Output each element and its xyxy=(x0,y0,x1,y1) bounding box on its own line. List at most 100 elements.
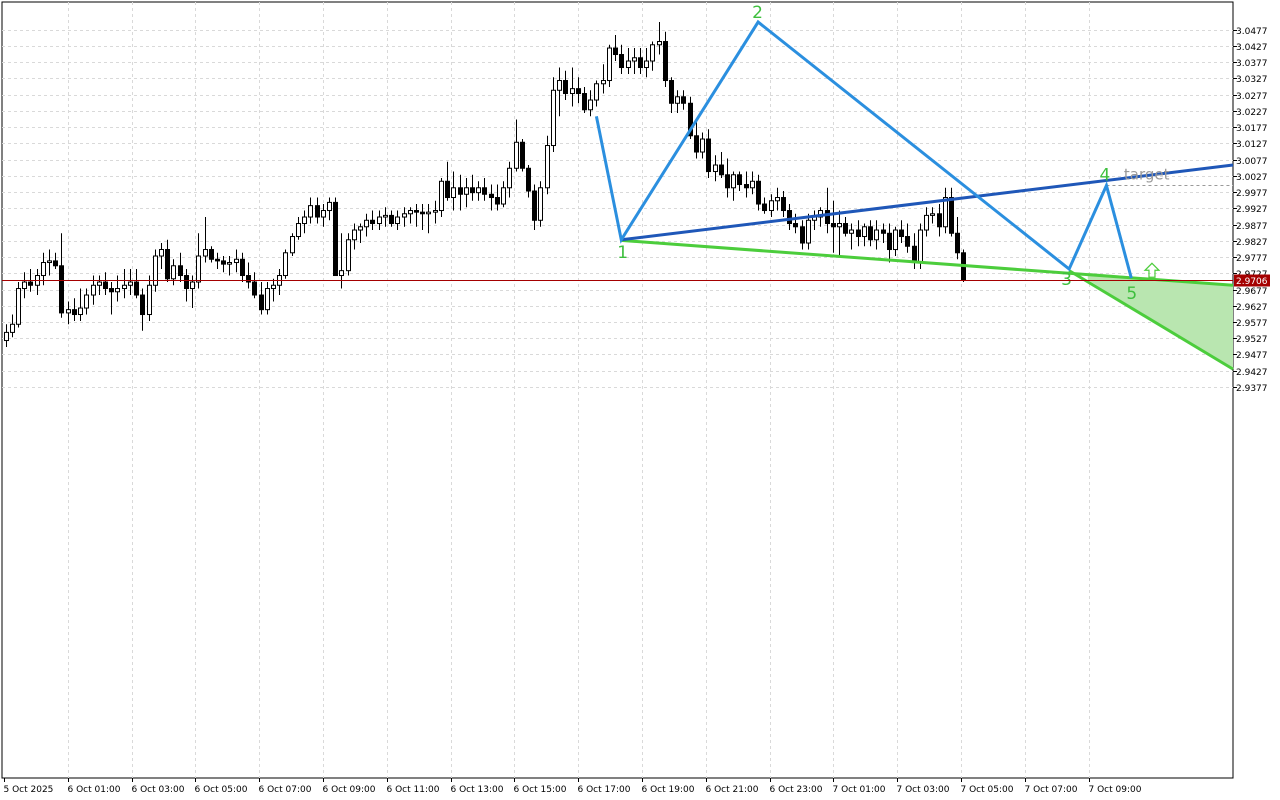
candle-body xyxy=(881,229,886,234)
candle-body xyxy=(290,236,295,254)
candle-body xyxy=(246,275,251,283)
candle xyxy=(825,187,830,234)
candle-body xyxy=(420,211,425,215)
candle xyxy=(383,207,388,227)
candle-body xyxy=(47,260,52,264)
candle xyxy=(781,191,786,218)
current-price-label: 2.9706 xyxy=(1236,277,1268,287)
x-tick-label: 7 Oct 09:00 xyxy=(1089,785,1142,795)
candle-body xyxy=(570,88,575,95)
x-tick-label: 6 Oct 09:00 xyxy=(323,785,376,795)
candle xyxy=(414,204,419,227)
candle xyxy=(868,220,873,247)
candle-body xyxy=(924,214,929,231)
x-tick-label: 6 Oct 15:00 xyxy=(514,785,567,795)
wave-point-label: 2 xyxy=(752,3,763,23)
candle xyxy=(445,161,450,201)
candle xyxy=(370,210,375,231)
candle-body xyxy=(296,223,301,238)
candle-body xyxy=(464,187,469,195)
y-tick-label: 3.0327 xyxy=(1236,75,1268,85)
y-tick-label: 2.9427 xyxy=(1236,368,1268,378)
candle-body xyxy=(713,164,718,173)
candle xyxy=(626,48,631,75)
current-price-tag xyxy=(1234,274,1270,287)
candle xyxy=(893,226,898,257)
candle xyxy=(744,171,749,198)
candle-body xyxy=(209,249,214,260)
candle xyxy=(750,171,755,195)
candle xyxy=(613,35,618,62)
candle-body xyxy=(800,226,805,244)
candle xyxy=(638,48,643,75)
candle-body xyxy=(383,214,388,218)
candle-body xyxy=(327,201,332,212)
candle-body xyxy=(147,284,152,316)
candle-body xyxy=(16,288,21,325)
candle-body xyxy=(737,174,742,186)
candle xyxy=(551,77,556,153)
candle-body xyxy=(470,187,475,194)
candle-body xyxy=(451,187,456,199)
candle xyxy=(862,223,867,247)
candle xyxy=(694,119,699,159)
candle-body xyxy=(694,135,699,153)
candle xyxy=(831,200,836,253)
candle xyxy=(47,249,52,276)
candle xyxy=(719,152,724,179)
candle xyxy=(476,181,481,201)
candle-body xyxy=(545,145,550,189)
up-arrow-icon xyxy=(1143,262,1161,278)
candle-body xyxy=(84,294,89,309)
candle-body xyxy=(171,265,176,280)
candle-body xyxy=(905,236,910,247)
candle xyxy=(259,282,264,315)
candle-body xyxy=(346,239,351,272)
candle xyxy=(955,217,960,260)
candle xyxy=(849,223,854,250)
candle-body xyxy=(4,331,9,342)
candle-body xyxy=(731,174,736,189)
candle-body xyxy=(283,252,288,277)
candle xyxy=(115,275,120,302)
candle-body xyxy=(532,190,537,221)
y-tick-label: 3.0177 xyxy=(1236,124,1268,134)
candle xyxy=(271,278,276,302)
candle-body xyxy=(538,187,543,221)
candle-body xyxy=(613,47,618,56)
y-tick-label: 3.0127 xyxy=(1236,140,1268,150)
candle xyxy=(196,233,201,289)
candle-body xyxy=(725,174,730,189)
x-tick-label: 6 Oct 13:00 xyxy=(451,785,504,795)
candle xyxy=(644,48,649,78)
y-tick-label: 2.9527 xyxy=(1236,335,1268,345)
candle xyxy=(140,288,145,331)
candle xyxy=(240,252,245,283)
candle-body xyxy=(495,197,500,205)
candle-body xyxy=(781,197,786,212)
candle-body xyxy=(122,284,127,290)
candle xyxy=(769,194,774,218)
candle xyxy=(358,223,363,244)
candle xyxy=(246,262,251,289)
candle xyxy=(408,207,413,224)
candle xyxy=(84,288,89,315)
candle xyxy=(507,161,512,198)
candle-body xyxy=(321,210,326,218)
candle xyxy=(706,129,711,179)
candle xyxy=(526,165,531,198)
x-tick-label: 6 Oct 21:00 xyxy=(706,785,759,795)
candle-body xyxy=(489,193,494,199)
candle xyxy=(943,187,948,234)
candle-body xyxy=(115,288,120,293)
x-tick-label: 7 Oct 01:00 xyxy=(833,785,886,795)
candle-body xyxy=(700,138,705,153)
candle xyxy=(402,207,407,227)
candle-body xyxy=(215,258,220,262)
projection-cone xyxy=(1087,272,1233,370)
candle-body xyxy=(657,41,662,46)
candle-body xyxy=(28,281,33,286)
plot-area[interactable] xyxy=(1,1,1234,779)
candle-body xyxy=(582,93,587,111)
